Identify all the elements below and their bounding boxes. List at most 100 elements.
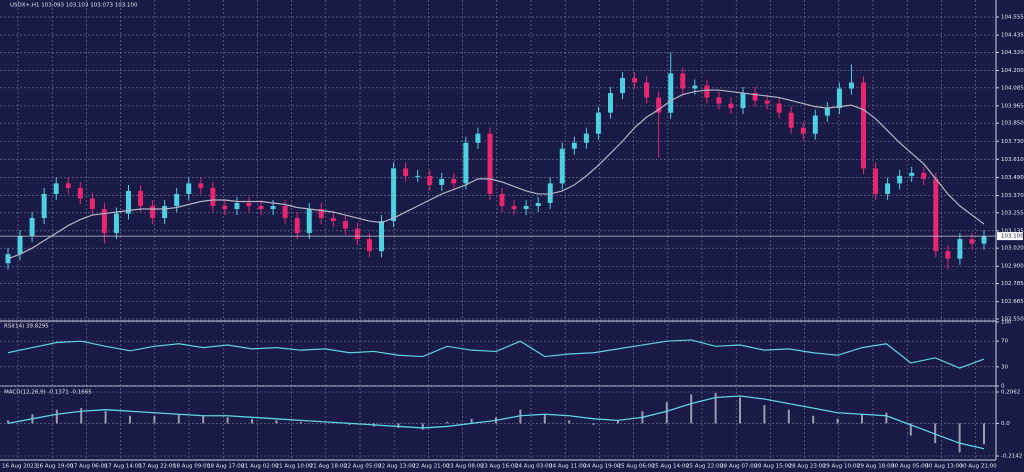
candle-body [499,193,505,207]
candle-body [354,228,360,240]
x-tick-label: 22 Aug 13:00 [378,464,416,470]
macd-bar [251,418,253,424]
candle-body [463,142,469,184]
macd-bar [153,415,156,424]
chart-title: USDX+,H1 103.093 103.103 103.073 103.100 [10,3,138,9]
x-tick-label: 16 Aug 2023 [2,464,38,470]
candle-body [330,218,336,222]
candle-body [933,178,939,252]
macd-bar [104,411,107,424]
candle-body [306,209,312,234]
candle-body [680,73,686,89]
x-tick-label: 16 Aug 19:00 [36,464,74,470]
candle-body [836,88,842,109]
candle-body [716,97,722,104]
candle-body [957,239,963,259]
candle-body [391,168,397,222]
candle-body [113,213,119,234]
y-tick-label: 103.255 [1001,210,1024,216]
candle-body [294,218,300,234]
candle-body [403,168,409,176]
y-tick-label: 102.665 [1001,299,1024,305]
macd-title: MACD(12,26,9) -0.1371 -0.1665 [4,390,92,396]
candle-body [5,254,11,264]
y-tick-label: 104.320 [1001,50,1024,56]
candle-body [89,198,95,210]
macd-bar [519,409,522,424]
macd-bar [55,409,58,424]
y-tick-label: 70 [1001,339,1008,345]
candle-body [210,187,216,207]
macd-bar [129,415,131,424]
y-tick-label: 103.610 [1001,157,1024,163]
candle-body [583,133,589,143]
candle-body [873,168,879,194]
y-tick-label: 103.135 [1001,228,1024,234]
candle-body [258,206,264,210]
candle-body [788,112,794,128]
x-tick-label: 21 Aug 10:00 [276,464,314,470]
candle-body [595,112,601,134]
candle-body [427,175,433,185]
macd-bar [836,418,839,424]
y-tick-label: 103.850 [1001,121,1024,127]
candle-body [246,202,252,207]
candle-body [848,82,854,89]
macd-bar [983,423,985,445]
macd-bar [665,402,668,424]
macd-bar [958,423,961,453]
candle-body [909,172,915,176]
candle-body [571,142,577,149]
y-tick-label: -0.2142 [1001,454,1022,460]
candle-body [101,209,107,234]
macd-bar [934,423,937,444]
y-tick-label: 102.900 [1001,264,1024,270]
candle-body [559,148,565,184]
x-tick-label: 21 Aug 18:00 [310,464,348,470]
candle-body [186,183,192,194]
x-tick-label: 29 Aug 18:00 [857,464,895,470]
candle-body [366,239,372,252]
macd-signal [7,395,985,450]
y-tick-label: 30 [1001,364,1008,370]
candle-body [945,251,951,259]
candle-body [885,183,891,194]
candle-body [921,172,927,179]
macd-bar [763,405,766,424]
macd-bar [909,423,912,436]
macd-bar [543,414,546,424]
y-tick-label: 0.2062 [1001,390,1020,396]
x-tick-label: 18 Aug 17:00 [207,464,245,470]
x-tick-label: 21 Aug 02:00 [241,464,279,470]
candle-body [632,78,638,83]
x-tick-label: 24 Aug 19:00 [583,464,621,470]
candle-body [981,236,987,244]
candle-body [644,82,650,98]
candle-body [198,183,204,188]
candle-body [234,202,240,210]
candle-body [150,206,156,219]
macd-bar [885,412,888,424]
moving-average [7,89,985,260]
candle-body [342,221,348,229]
macd-bar [470,418,473,424]
x-tick-label: 28 Aug 23:00 [789,464,827,470]
macd-bar [617,420,619,424]
candle-body [77,187,83,199]
candle-body [897,175,903,184]
candle-body [969,239,975,244]
candle-body [620,78,626,94]
y-tick-label: 0.0 [1001,421,1010,427]
candle-body [824,108,830,116]
macd-bar [861,414,863,424]
x-tick-label: 17 Aug 14:00 [105,464,143,470]
candle-body [222,206,228,210]
macd-bar [714,392,717,424]
x-tick-label: 17 Aug 22:00 [139,464,177,470]
x-tick-label: 25 Aug 06:00 [618,464,656,470]
y-tick-label: 100 [1001,320,1012,326]
x-tick-label: 24 Aug 11:00 [549,464,587,470]
x-tick-label: 22 Aug 05:00 [344,464,382,470]
candle-body [318,209,324,219]
macd-bar [80,408,83,424]
